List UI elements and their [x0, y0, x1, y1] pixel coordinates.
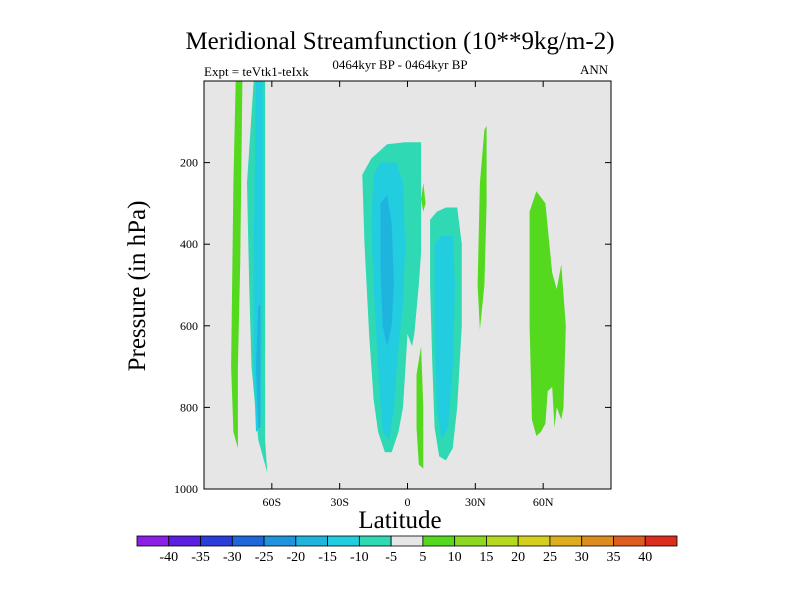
season-label: ANN	[580, 62, 609, 77]
colorbar-swatch	[644, 535, 678, 547]
y-tick-label: 400	[180, 237, 198, 251]
colorbar-swatch	[486, 535, 519, 547]
contour-region-9	[416, 346, 424, 469]
x-tick-label: 60N	[533, 495, 554, 509]
contour-region-8	[434, 236, 455, 440]
y-tick-label: 1000	[174, 482, 198, 496]
colorbar-label: 15	[479, 550, 493, 565]
x-tick-label: 60S	[262, 495, 281, 509]
colorbar-label: -20	[286, 550, 305, 565]
colorbar-label: 10	[448, 550, 462, 565]
colorbar-swatch	[168, 535, 201, 547]
contour-region-11	[477, 125, 487, 330]
colorbar-label: 25	[543, 550, 557, 565]
contour-region-2	[256, 305, 261, 428]
colorbar-swatch	[295, 535, 328, 547]
colorbar-swatch	[613, 535, 646, 547]
colorbar-label: -30	[223, 550, 242, 565]
y-tick-label: 600	[180, 319, 198, 333]
contour-regions	[231, 81, 566, 473]
x-tick-label: 30S	[330, 495, 349, 509]
colorbar-swatch	[517, 535, 551, 547]
experiment-label: Expt = teVtk1-teIxk	[204, 64, 309, 79]
colorbar-swatch	[549, 535, 583, 547]
colorbar-swatch	[263, 535, 297, 547]
colorbar-swatch	[390, 535, 424, 547]
colorbar-label: 20	[511, 550, 525, 565]
colorbar-swatch	[231, 535, 265, 547]
colorbar-label: -25	[255, 550, 274, 565]
colorbar-label: 35	[606, 550, 620, 565]
colorbar-label: -40	[159, 550, 178, 565]
chart-title: Meridional Streamfunction (10**9kg/m-2)	[185, 28, 615, 55]
contour-region-3	[231, 81, 243, 449]
colorbar-swatch	[327, 535, 360, 547]
chart-subtitle: 0464kyr BP - 0464kyr BP	[332, 57, 468, 72]
contour-region-10	[421, 183, 426, 212]
colorbar-swatch	[358, 535, 392, 547]
contour-region-1	[253, 81, 263, 432]
colorbar-swatch	[422, 535, 456, 547]
contour-region-6	[380, 195, 394, 347]
colorbar-swatch	[454, 535, 487, 547]
colorbar-swatch	[581, 535, 614, 547]
x-axis-label: Latitude	[358, 507, 442, 534]
colorbar-label: 5	[419, 550, 426, 565]
colorbar-label: -35	[191, 550, 210, 565]
x-tick-label: 0	[405, 495, 411, 509]
x-axis-ticks: 60S 30S 0 30N 60N	[262, 81, 554, 509]
colorbar-label: 40	[638, 550, 652, 565]
colorbar-swatch	[200, 535, 233, 547]
colorbar-label: -15	[318, 550, 337, 565]
y-tick-label: 200	[180, 156, 198, 170]
colorbar-swatch	[136, 535, 170, 547]
colorbar-label: -5	[385, 550, 397, 565]
contour-region-12	[529, 191, 566, 436]
colorbar-label: -10	[350, 550, 369, 565]
colorbar: -40 -35 -30 -25 -20 -15 -10 -5 5 10 15 20 25 30 35 40	[136, 535, 678, 565]
y-axis-ticks: 200 400 600 800 1000	[174, 156, 611, 496]
y-tick-label: 800	[180, 400, 198, 414]
x-tick-label: 30N	[465, 495, 486, 509]
colorbar-label: 30	[575, 550, 589, 565]
